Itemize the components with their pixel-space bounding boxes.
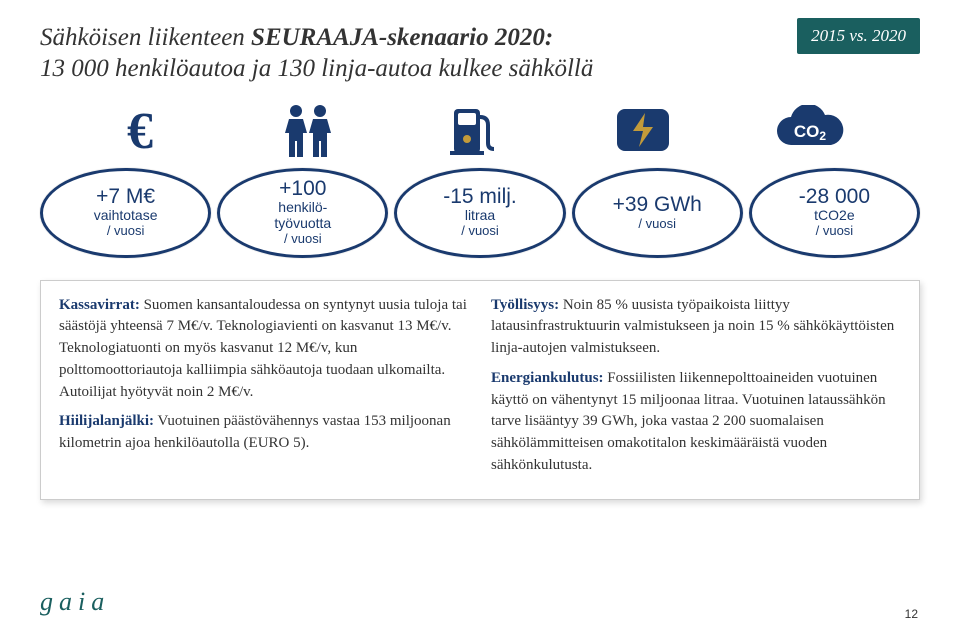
icon-row: € CO2 bbox=[40, 103, 920, 162]
bubble-co2: -28 000 tCO2e / vuosi bbox=[749, 168, 920, 258]
year-badge: 2015 vs. 2020 bbox=[797, 18, 920, 54]
title-line2: 13 000 henkilöautoa ja 130 linja-autoa k… bbox=[40, 55, 593, 82]
label-energiankulutus: Energiankulutus: bbox=[491, 370, 604, 386]
euro-icon: € bbox=[60, 106, 220, 158]
gaia-logo: gaia bbox=[40, 587, 110, 617]
bubble-unit: / vuosi bbox=[461, 223, 499, 239]
label-tyollisyys: Työllisyys: bbox=[491, 297, 559, 313]
bubble-kassavirrat: +7 M€ vaihtotase / vuosi bbox=[40, 168, 211, 258]
right-column: Työllisyys: Noin 85 % uusista työpaikois… bbox=[491, 295, 901, 485]
bubble-value: +39 GWh bbox=[613, 194, 702, 216]
bubble-unit: / vuosi bbox=[816, 223, 854, 239]
bubble-unit: / vuosi bbox=[638, 216, 676, 232]
page-number: 12 bbox=[905, 607, 918, 621]
lightning-icon bbox=[563, 103, 723, 162]
co2-cloud-icon: CO2 bbox=[730, 105, 890, 160]
paragraph: Kassavirrat: Suomen kansantaloudessa on … bbox=[59, 295, 469, 404]
bubble-unit: / vuosi bbox=[107, 223, 145, 239]
bubble-label: henkilö- työvuotta bbox=[274, 200, 331, 231]
fuel-pump-icon bbox=[395, 103, 555, 162]
paragraph: Energiankulutus: Fossiilisten liikennepo… bbox=[491, 368, 901, 477]
label-hiilijalanjalki: Hiilijalanjälki: bbox=[59, 413, 154, 429]
page-title: Sähköisen liikenteen SEURAAJA-skenaario … bbox=[40, 22, 920, 85]
people-icon bbox=[228, 103, 388, 162]
left-column: Kassavirrat: Suomen kansantaloudessa on … bbox=[59, 295, 469, 485]
bubble-label: vaihtotase bbox=[94, 208, 158, 223]
title-prefix: Sähköisen liikenteen bbox=[40, 24, 251, 51]
bubble-value: +100 bbox=[279, 178, 326, 200]
bubble-label: tCO2e bbox=[814, 208, 854, 223]
title-bold: SEURAAJA-skenaario 2020: bbox=[251, 24, 553, 51]
bubble-polttoaine: -15 milj. litraa / vuosi bbox=[394, 168, 565, 258]
bubble-value: +7 M€ bbox=[96, 186, 155, 208]
bubble-row: +7 M€ vaihtotase / vuosi +100 henkilö- t… bbox=[40, 168, 920, 258]
paragraph: Hiilijalanjälki: Vuotuinen päästövähenny… bbox=[59, 411, 469, 455]
bubble-label: litraa bbox=[465, 208, 495, 223]
bubble-unit: / vuosi bbox=[284, 231, 322, 247]
paragraph: Työllisyys: Noin 85 % uusista työpaikois… bbox=[491, 295, 901, 360]
label-kassavirrat: Kassavirrat: bbox=[59, 297, 140, 313]
bubble-sahko: +39 GWh / vuosi bbox=[572, 168, 743, 258]
bubble-value: -28 000 bbox=[799, 186, 870, 208]
text-box: Kassavirrat: Suomen kansantaloudessa on … bbox=[40, 280, 920, 500]
bubble-tyollisyys: +100 henkilö- työvuotta / vuosi bbox=[217, 168, 388, 258]
bubble-value: -15 milj. bbox=[443, 186, 517, 208]
